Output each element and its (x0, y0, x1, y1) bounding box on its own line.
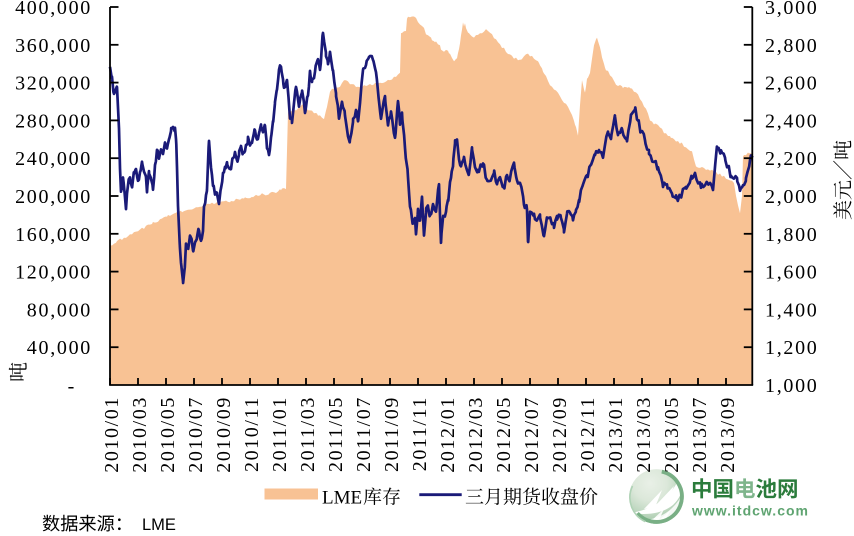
svg-text:40,000: 40,000 (27, 337, 92, 359)
svg-text:2012/09: 2012/09 (549, 396, 571, 473)
svg-text:320,000: 320,000 (15, 73, 92, 95)
svg-text:160,000: 160,000 (15, 224, 92, 246)
svg-text:2011/03: 2011/03 (297, 396, 319, 472)
svg-text:www.itdcw.com: www.itdcw.com (691, 503, 809, 519)
svg-text:2010/05: 2010/05 (157, 396, 179, 473)
svg-text:2,400: 2,400 (765, 110, 819, 132)
svg-text:2010/11: 2010/11 (241, 396, 263, 472)
svg-text:2010/09: 2010/09 (213, 396, 235, 473)
svg-text:2012/01: 2012/01 (437, 396, 459, 473)
svg-text:280,000: 280,000 (15, 110, 92, 132)
svg-text:1,200: 1,200 (765, 337, 819, 359)
svg-text:200,000: 200,000 (15, 186, 92, 208)
svg-text:2,600: 2,600 (765, 73, 819, 95)
svg-text:2011/01: 2011/01 (269, 396, 291, 472)
svg-text:-: - (68, 376, 76, 398)
svg-text:1,600: 1,600 (765, 262, 819, 284)
svg-text:2013/09: 2013/09 (717, 396, 739, 473)
svg-text:2012/05: 2012/05 (493, 396, 515, 473)
svg-text:2012/03: 2012/03 (465, 396, 487, 473)
svg-text:2010/01: 2010/01 (101, 396, 123, 473)
svg-text:2012/07: 2012/07 (521, 396, 543, 473)
svg-text:LME: LME (322, 488, 362, 509)
svg-text:LME: LME (142, 516, 176, 534)
svg-text:2013/01: 2013/01 (605, 396, 627, 473)
svg-text:2011/11: 2011/11 (409, 396, 431, 471)
svg-text:2013/03: 2013/03 (633, 396, 655, 473)
svg-text:2011/07: 2011/07 (353, 396, 375, 472)
svg-text:2010/03: 2010/03 (129, 396, 151, 473)
svg-text:360,000: 360,000 (15, 35, 92, 57)
svg-text:400,000: 400,000 (15, 0, 92, 19)
svg-text:2013/07: 2013/07 (689, 396, 711, 473)
svg-text:80,000: 80,000 (27, 299, 92, 321)
svg-text:2012/11: 2012/11 (577, 396, 599, 472)
svg-text:2,200: 2,200 (765, 148, 819, 170)
svg-text:2011/09: 2011/09 (381, 396, 403, 472)
svg-text:3,000: 3,000 (765, 0, 819, 19)
svg-text:120,000: 120,000 (15, 262, 92, 284)
svg-text:240,000: 240,000 (15, 148, 92, 170)
svg-text:2011/05: 2011/05 (325, 396, 347, 472)
svg-text:2010/07: 2010/07 (185, 396, 207, 473)
svg-text:2013/05: 2013/05 (661, 396, 683, 473)
svg-text:2,000: 2,000 (765, 186, 819, 208)
svg-text:2,800: 2,800 (765, 35, 819, 57)
svg-text:1,400: 1,400 (765, 299, 819, 321)
svg-text:1,800: 1,800 (765, 224, 819, 246)
svg-text:1,000: 1,000 (765, 375, 819, 397)
